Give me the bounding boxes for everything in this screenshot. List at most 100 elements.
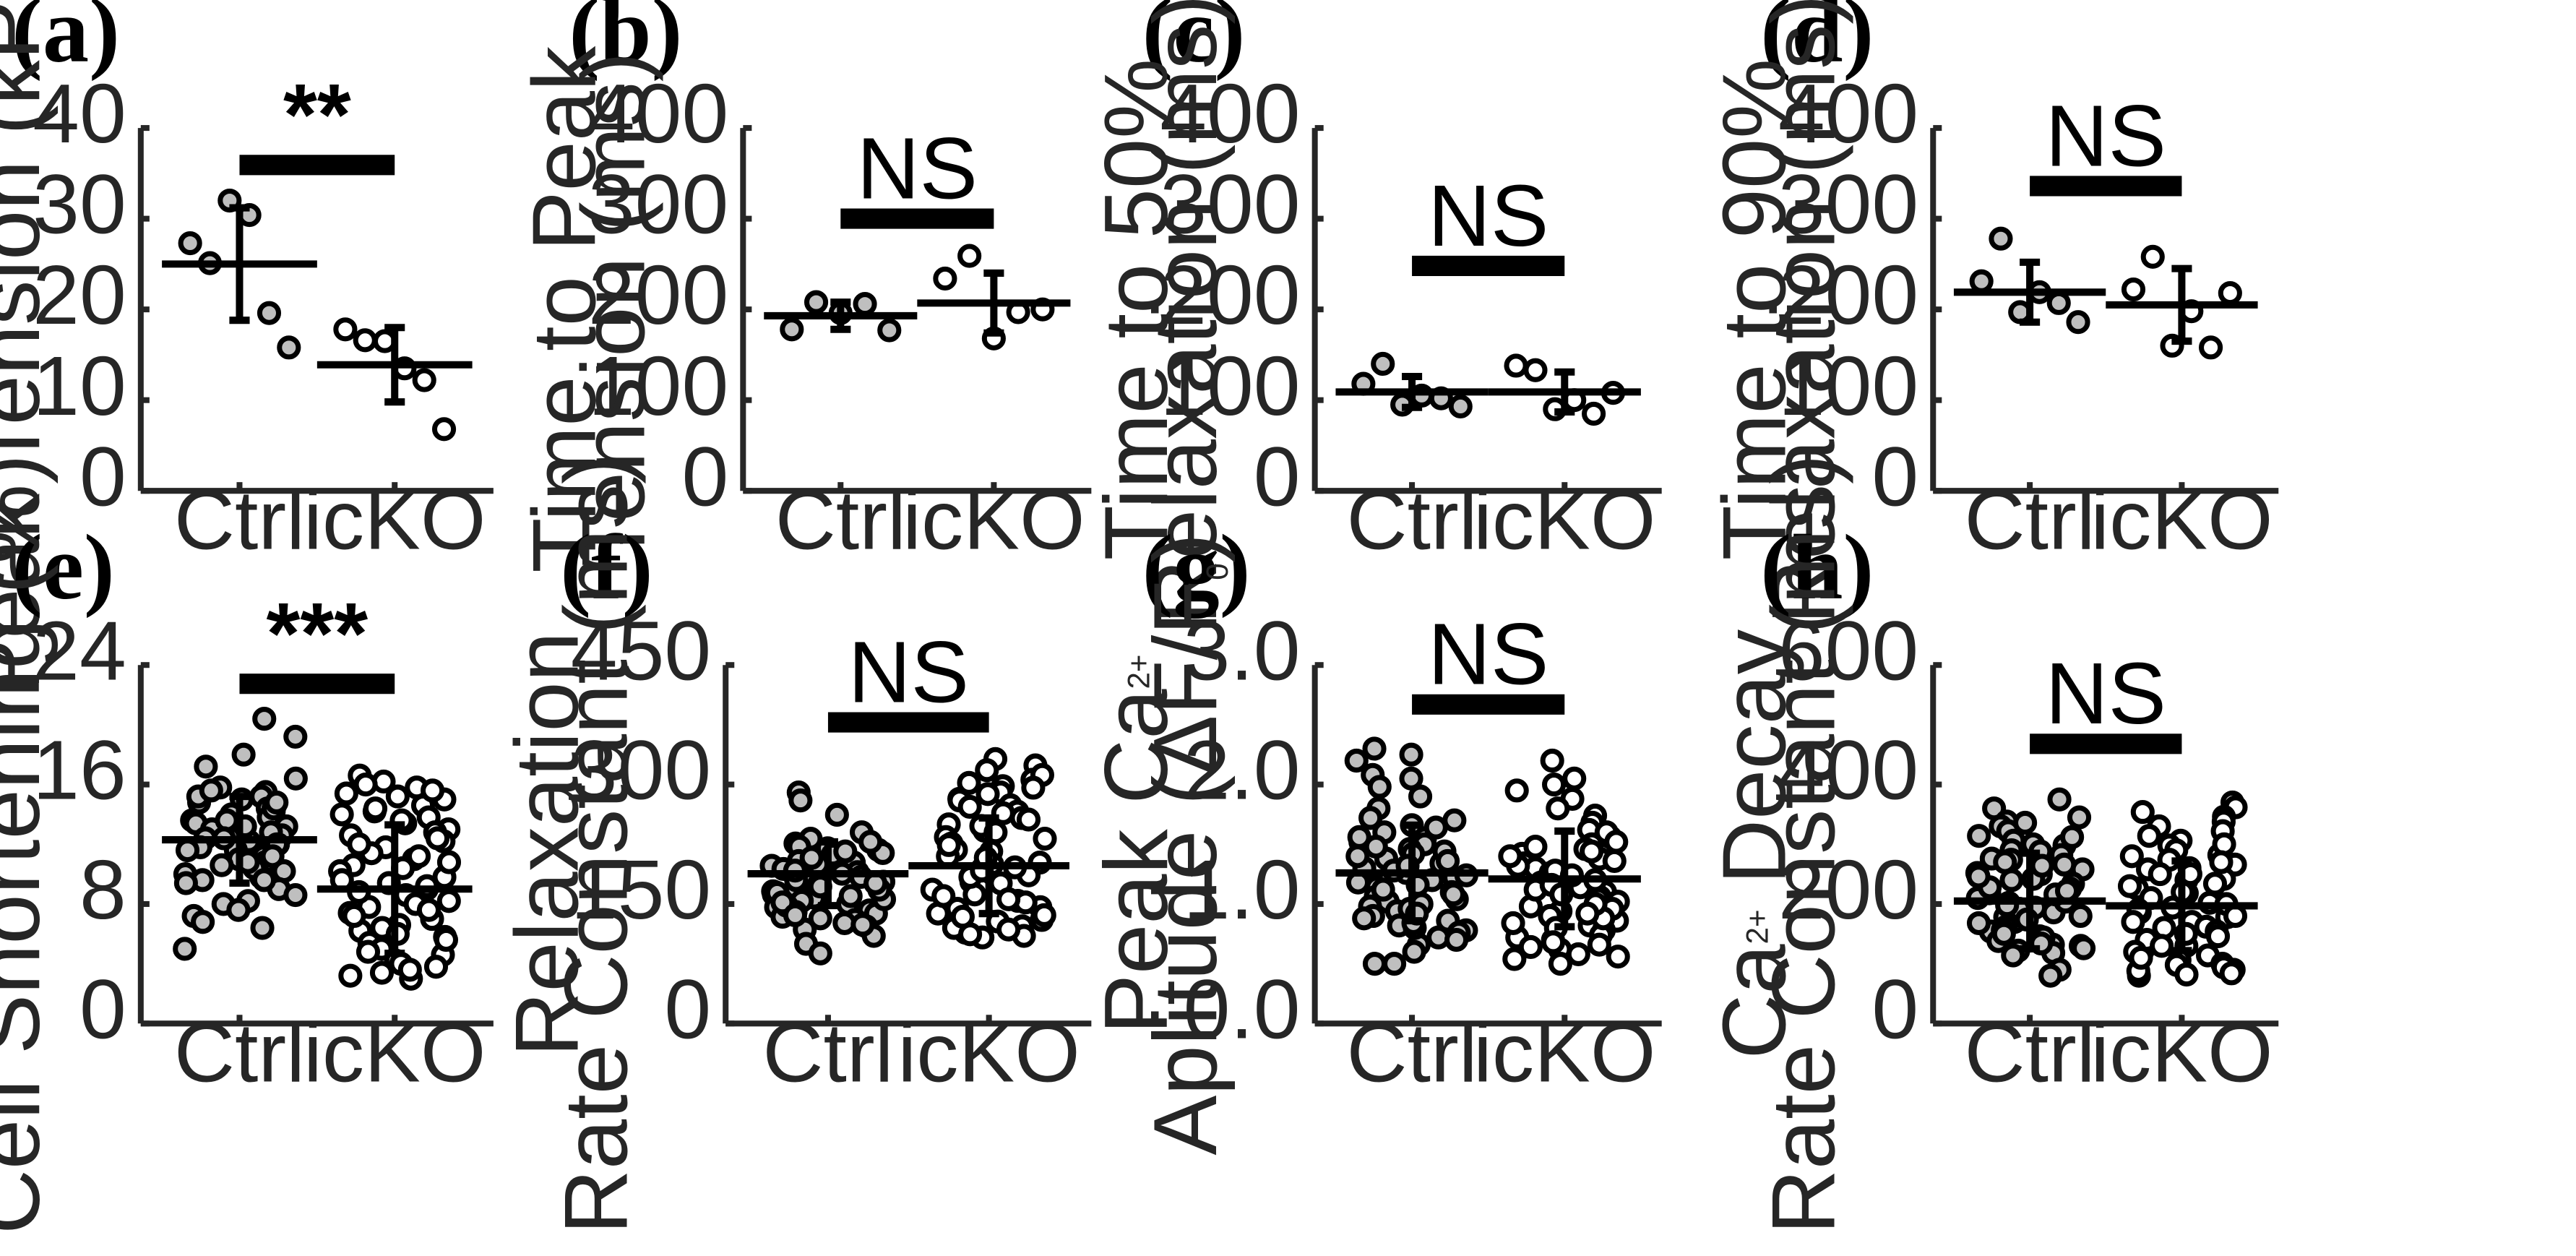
icko-point — [1542, 773, 1567, 797]
ctrl-point — [799, 846, 824, 870]
icko-point — [2218, 280, 2242, 306]
ctrl-point — [1966, 911, 1991, 935]
ctrl-point — [1966, 864, 1991, 889]
y-tick-label: 8 — [79, 843, 126, 937]
x-category-label: Ctrl — [1346, 473, 1477, 567]
y-tick-label: 40 — [33, 66, 126, 160]
ctrl-point — [1345, 844, 1370, 869]
icko-point — [431, 417, 457, 442]
ctrl-point — [1435, 848, 1460, 873]
y-tick-label: 16 — [33, 723, 126, 817]
icko-point — [2121, 910, 2145, 934]
y-axis-label: Relaxation (ms) — [1135, 0, 1236, 624]
x-category-label: icKO — [897, 1006, 1080, 1100]
x-category-label: icKO — [2090, 473, 2273, 567]
ctrl-point — [804, 290, 829, 314]
ctrl-point — [2067, 805, 2092, 830]
significance-label: NS — [857, 119, 978, 217]
y-tick-label: 0.0 — [1184, 962, 1301, 1056]
icko-point — [434, 927, 459, 952]
icko-point — [2148, 862, 2172, 887]
significance-label: NS — [1428, 606, 1548, 703]
icko-point — [1580, 839, 1604, 864]
ctrl-point — [1448, 394, 1473, 419]
icko-point — [957, 794, 982, 820]
icko-point — [1606, 945, 1630, 969]
ctrl-point — [783, 903, 808, 927]
x-category-label: Ctrl — [174, 473, 305, 567]
y-tick-label: 200 — [1778, 843, 1918, 937]
ctrl-point — [1399, 742, 1423, 767]
significance-label: ** — [283, 66, 351, 163]
ctrl-point — [1991, 921, 2016, 946]
icko-point — [412, 368, 436, 392]
significance-label: NS — [2046, 87, 2166, 184]
ctrl-point — [251, 868, 277, 892]
y-tick-label: 300 — [571, 723, 711, 817]
ctrl-point — [838, 884, 863, 908]
icko-point — [936, 833, 961, 857]
ctrl-point — [252, 707, 277, 731]
significance-label: NS — [848, 623, 969, 721]
ctrl-point — [231, 742, 256, 767]
ctrl-point — [1402, 939, 1426, 964]
ctrl-point — [194, 754, 218, 779]
ctrl-point — [173, 871, 198, 895]
y-axis-label: Rate Constant (ms) — [546, 455, 647, 1234]
panel-label: (d) — [1760, 0, 1874, 82]
icko-point — [416, 898, 441, 922]
icko-point — [1541, 930, 1566, 955]
ctrl-point — [2068, 903, 2093, 929]
y-tick-label: 100 — [588, 339, 728, 433]
ctrl-point — [1408, 784, 1433, 809]
y-axis-label: Cell Shortening (%) — [0, 454, 59, 1234]
y-tick-label: 0 — [1254, 429, 1301, 523]
ctrl-point — [808, 941, 832, 965]
icko-point — [353, 773, 378, 797]
icko-point — [1033, 826, 1057, 851]
ctrl-point — [2013, 810, 2038, 835]
y-tick-label: 0 — [1871, 962, 1918, 1056]
icko-point — [957, 244, 982, 268]
ctrl-point — [850, 913, 875, 937]
y-tick-label: 300 — [1160, 158, 1300, 251]
y-axis-label: Aplitude (ΔF/F0) — [1135, 533, 1236, 1156]
icko-point — [957, 770, 981, 795]
y-tick-label: 150 — [571, 843, 711, 937]
icko-point — [342, 903, 366, 929]
y-tick-label: 3.0 — [1184, 603, 1301, 697]
ctrl-point — [853, 292, 877, 317]
icko-point — [996, 917, 1021, 942]
icko-point — [2150, 934, 2174, 958]
icko-point — [975, 782, 1000, 806]
icko-point — [996, 887, 1021, 911]
x-category-label: Ctrl — [762, 1006, 893, 1100]
ctrl-point — [277, 335, 301, 360]
ctrl-point — [250, 916, 275, 940]
icko-point — [423, 955, 449, 979]
ctrl-point — [1362, 952, 1387, 976]
y-tick-label: 20 — [33, 248, 126, 342]
y-tick-label: 0 — [681, 429, 728, 523]
icko-point — [1504, 353, 1528, 378]
ctrl-point — [199, 778, 223, 803]
ctrl-point — [260, 844, 285, 869]
y-axis-label: Peak Tension (kPa) — [0, 0, 59, 699]
icko-point — [420, 778, 445, 803]
icko-point — [338, 963, 363, 988]
y-tick-label: 1.0 — [1184, 843, 1301, 937]
icko-point — [1021, 775, 1046, 800]
x-category-label: Ctrl — [1346, 1006, 1477, 1100]
icko-point — [436, 889, 461, 913]
icko-point — [1546, 796, 1570, 821]
ctrl-point — [1352, 906, 1377, 931]
y-axis-label: Relaxation (ms) — [1754, 0, 1854, 624]
panel-label: (e) — [12, 515, 115, 619]
y-axis-label: Time to 90% — [1704, 59, 1804, 560]
y-tick-label: 300 — [588, 158, 728, 251]
x-category-label: Ctrl — [1965, 1006, 2095, 1100]
ctrl-point — [1969, 269, 1994, 293]
